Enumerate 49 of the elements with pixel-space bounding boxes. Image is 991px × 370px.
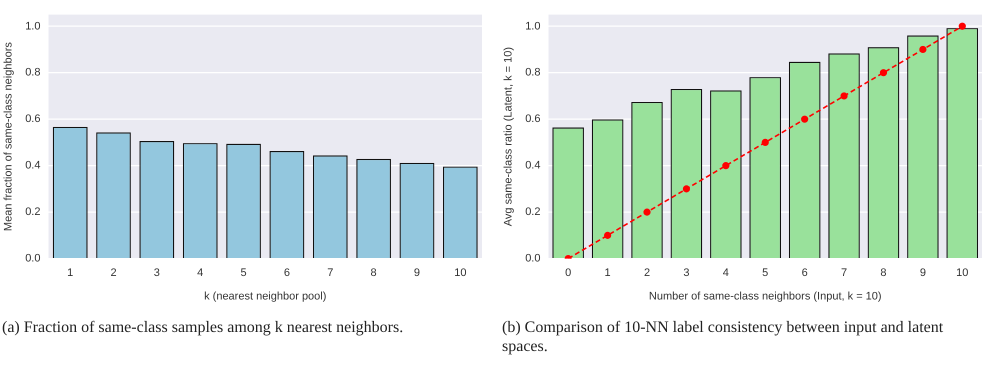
y-tick-label: 1.0	[25, 20, 40, 32]
y-tick-label: 1.0	[525, 20, 540, 32]
x-tick-label: 9	[414, 267, 420, 280]
x-tick-label: 4	[722, 267, 729, 280]
x-tick-label: 7	[327, 267, 334, 280]
y-tick-label: 0.4	[25, 160, 40, 172]
x-tick-label: 5	[240, 267, 247, 280]
y-tick-label: 0.8	[525, 66, 540, 79]
x-tick-label: 3	[683, 267, 690, 280]
point	[643, 208, 651, 216]
x-tick-label: 10	[454, 267, 466, 280]
y-tick-label: 0.0	[25, 252, 40, 265]
y-tick-label: 0.2	[25, 206, 40, 218]
x-tick-label: 0	[565, 267, 572, 280]
text: (a) Fraction of same-class samples among k nearest neighbors.	[2, 318, 404, 337]
point	[801, 116, 808, 123]
y-axis-title: Avg same-class ratio (Latent, k = 10)	[502, 46, 515, 226]
point	[919, 46, 926, 54]
x-tick-label: 4	[197, 267, 204, 280]
y-tick-label: 0.2	[525, 206, 540, 218]
x-tick-label: 6	[802, 267, 808, 280]
x-tick-label: 3	[154, 267, 160, 280]
point	[880, 69, 888, 76]
x-tick-label: 8	[370, 267, 377, 280]
x-tick-label: 7	[841, 267, 848, 280]
point	[682, 185, 690, 192]
x-axis-title: k (nearest neighbor pool)	[204, 290, 326, 302]
y-tick-label: 0.6	[525, 113, 540, 126]
point	[604, 232, 612, 239]
x-tick-label: 9	[920, 267, 926, 280]
y-axis-title: Mean fraction of same-class neighbors	[2, 42, 15, 232]
x-tick-label: 1	[604, 267, 611, 280]
x-tick-label: 2	[644, 267, 650, 280]
point	[840, 92, 848, 100]
y-tick-label: 0.6	[25, 113, 40, 126]
x-axis-title: Number of same-class neighbors (Input, k = 10)	[648, 290, 882, 302]
y-tick-label: 0.8	[25, 66, 40, 79]
x-tick-label: 6	[284, 267, 290, 280]
point	[762, 138, 769, 146]
y-tick-label: 0.0	[525, 252, 540, 265]
text: (b) Comparison of 10-NN label consistency between input and latent spaces.	[502, 318, 944, 356]
x-tick-label: 8	[880, 267, 887, 280]
x-tick-label: 10	[956, 267, 968, 280]
point	[722, 162, 730, 170]
y-tick-label: 0.4	[525, 160, 540, 172]
x-tick-label: 2	[110, 267, 117, 280]
point	[958, 22, 966, 30]
x-tick-label: 1	[67, 267, 74, 280]
x-tick-label: 5	[762, 267, 768, 280]
